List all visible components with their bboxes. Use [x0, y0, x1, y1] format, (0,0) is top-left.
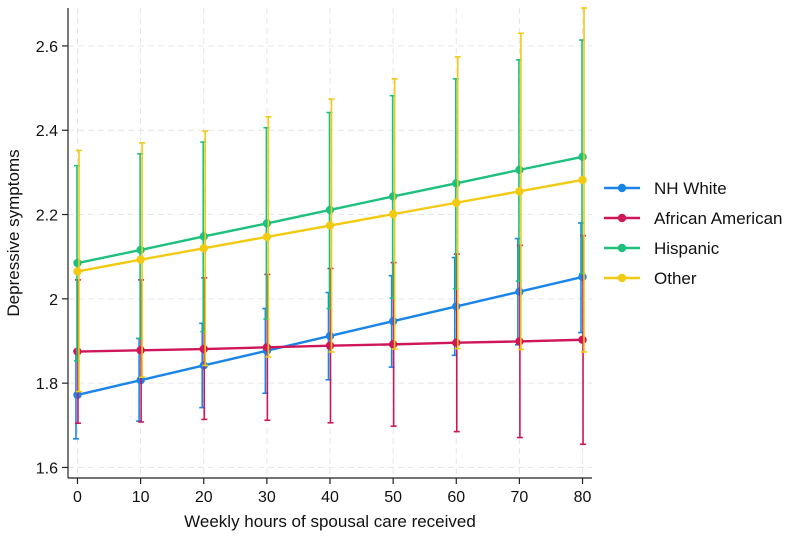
data-point	[452, 338, 461, 347]
data-point	[262, 219, 272, 228]
data-point	[388, 340, 398, 349]
series-other	[73, 7, 588, 393]
y-axis-title: Depressive symptoms	[4, 149, 23, 316]
x-tick-label: 10	[132, 489, 150, 506]
x-tick-label: 80	[574, 489, 592, 506]
x-tick-label: 70	[510, 489, 528, 506]
x-tick-label: 60	[447, 489, 465, 506]
data-point	[452, 179, 461, 188]
data-point	[578, 152, 587, 161]
legend: NH White African American Hispanic Other	[604, 179, 783, 288]
data-point	[515, 337, 524, 346]
data-point	[136, 245, 145, 255]
data-point	[262, 343, 272, 352]
data-point	[578, 175, 587, 185]
data-point	[452, 198, 461, 207]
legend-swatch-marker	[617, 183, 627, 193]
y-tick-label: 1.6	[36, 460, 58, 477]
legend-swatch-marker	[617, 213, 627, 223]
data-point	[199, 232, 208, 241]
x-tick-label: 50	[384, 489, 402, 506]
data-point	[136, 255, 145, 264]
data-point	[73, 258, 82, 268]
data-point	[73, 267, 82, 276]
x-tick-label: 40	[321, 489, 339, 506]
y-tick-label: 2.4	[36, 123, 58, 140]
data-point	[388, 192, 398, 201]
data-point	[136, 346, 145, 355]
x-tick-label: 20	[195, 489, 213, 506]
data-point	[199, 344, 208, 354]
data-point	[199, 244, 208, 253]
y-tick-label: 2.2	[36, 208, 58, 225]
legend-swatch-marker	[617, 273, 627, 283]
legend-label: African American	[654, 209, 783, 228]
data-point	[515, 187, 524, 196]
legend-label: Other	[654, 269, 697, 288]
x-tick-label: 0	[73, 489, 82, 506]
y-tick-label: 2	[49, 292, 58, 309]
data-point	[325, 205, 335, 215]
x-tick-label: 30	[258, 489, 276, 506]
data-point	[262, 232, 272, 242]
legend-swatch-marker	[617, 243, 627, 253]
y-tick-label: 1.8	[36, 376, 58, 393]
legend-label: Hispanic	[654, 239, 720, 258]
series-layer	[72, 7, 588, 446]
y-axis-ticks: 1.6 1.8 2 2.2 2.4 2.6	[36, 39, 68, 477]
data-point	[578, 335, 587, 344]
data-point	[388, 209, 398, 219]
data-point	[515, 165, 524, 175]
plot-area: 1.6 1.8 2 2.2 2.4 2.6 0 10 20 30 40 50 60 70 80	[36, 7, 592, 506]
y-tick-label: 2.6	[36, 39, 58, 56]
data-point	[325, 341, 335, 350]
x-axis-ticks: 0 10 20 30 40 50 60 70 80	[73, 478, 592, 506]
data-point	[325, 221, 335, 230]
x-axis-title: Weekly hours of spousal care received	[184, 512, 476, 531]
series-hispanic	[73, 39, 587, 362]
legend-label: NH White	[654, 179, 727, 198]
